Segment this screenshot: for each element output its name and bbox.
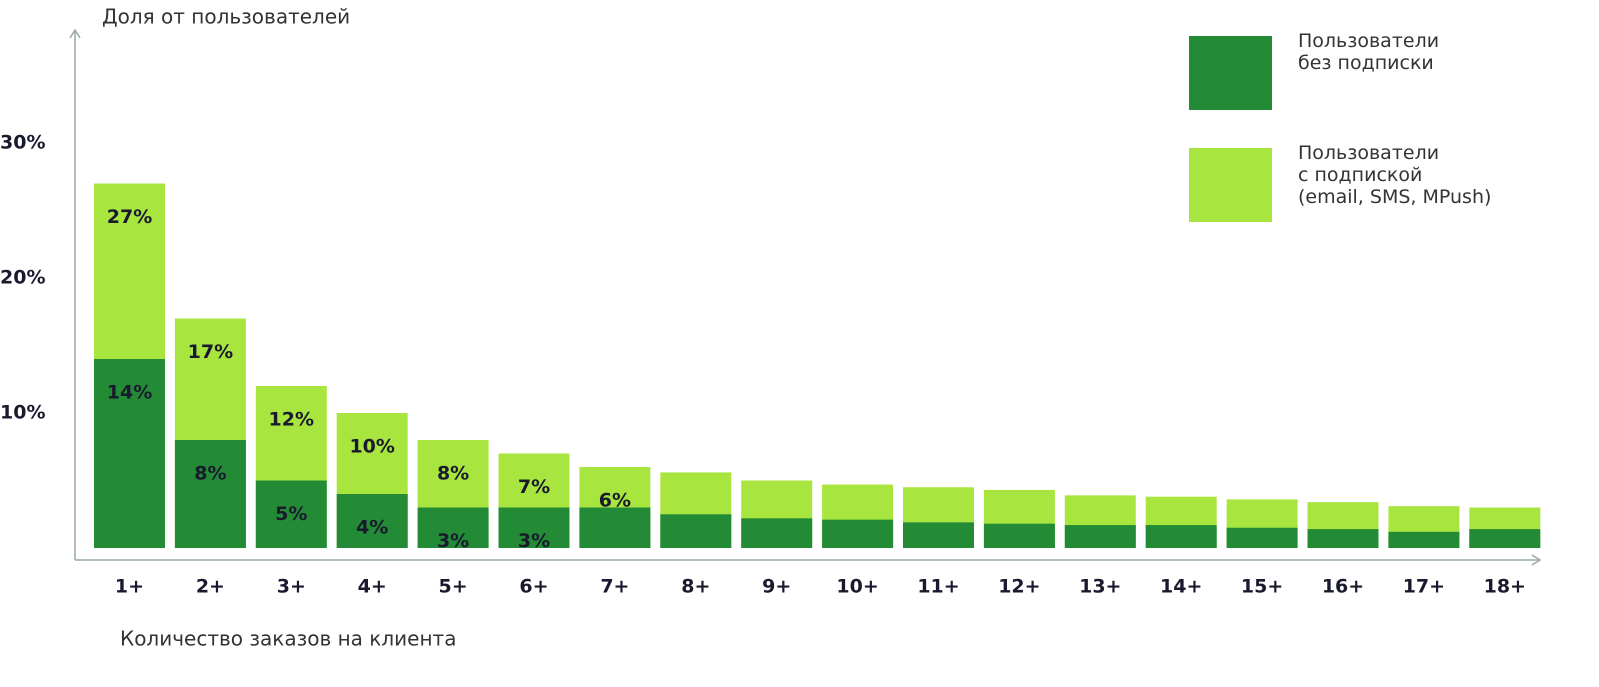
value-label: 12% <box>269 409 314 431</box>
bar-segment <box>174 440 246 548</box>
x-tick-label: 3+ <box>277 576 306 598</box>
bar-segment <box>579 507 651 548</box>
value-label: 3% <box>437 530 469 552</box>
bar-segment <box>417 507 489 548</box>
bar-segment <box>498 507 570 548</box>
value-label: 6% <box>599 490 631 512</box>
value-label: 14% <box>107 382 152 404</box>
x-tick-label: 6+ <box>519 576 548 598</box>
bar-segment <box>336 494 408 548</box>
value-label: 5% <box>275 503 307 525</box>
x-tick-label: 12+ <box>998 576 1040 598</box>
bar-segment <box>255 480 327 548</box>
x-tick-label: 18+ <box>1484 576 1526 598</box>
value-label: 27% <box>107 206 152 228</box>
x-tick-label: 13+ <box>1079 576 1121 598</box>
bar-segment <box>1145 525 1217 548</box>
x-axis-title: Количество заказов на клиента <box>120 627 456 651</box>
bar-segment <box>1388 531 1460 548</box>
x-tick-label: 17+ <box>1403 576 1445 598</box>
x-tick-label: 16+ <box>1322 576 1364 598</box>
x-tick-label: 10+ <box>836 576 878 598</box>
bar-segment <box>1307 529 1379 548</box>
x-tick-label: 7+ <box>600 576 629 598</box>
x-tick-label: 8+ <box>681 576 710 598</box>
value-label: 10% <box>349 436 394 458</box>
y-arrow <box>69 28 81 39</box>
y-axis-title: Доля от пользователей <box>102 5 350 29</box>
value-label: 7% <box>518 476 550 498</box>
x-tick-label: 2+ <box>196 576 225 598</box>
x-tick-label: 15+ <box>1241 576 1283 598</box>
bar-segment <box>1226 527 1298 548</box>
value-label: 8% <box>437 463 469 485</box>
bar-segment <box>741 518 813 548</box>
value-label: 3% <box>518 530 550 552</box>
x-tick-label: 4+ <box>358 576 387 598</box>
y-tick-label: 20% <box>0 267 45 289</box>
x-tick-label: 1+ <box>115 576 144 598</box>
x-tick-label: 9+ <box>762 576 791 598</box>
value-label: 17% <box>188 341 233 363</box>
x-tick-label: 14+ <box>1160 576 1202 598</box>
bar-segment <box>1064 525 1136 548</box>
bar-segment <box>983 523 1055 548</box>
bar-segment <box>903 522 974 548</box>
x-tick-label: 11+ <box>917 576 959 598</box>
legend-swatch <box>1189 36 1272 110</box>
bar-segment <box>94 359 165 548</box>
y-tick-label: 30% <box>0 132 45 154</box>
legend-label: Пользователи с подпиской (email, SMS, MP… <box>1298 142 1492 208</box>
bar-segment <box>822 519 894 548</box>
y-tick-label: 10% <box>0 402 45 424</box>
x-tick-label: 5+ <box>439 576 468 598</box>
legend-swatch <box>1189 148 1272 222</box>
value-label: 8% <box>194 463 226 485</box>
bar-segment <box>660 514 732 548</box>
x-arrow <box>1531 554 1542 566</box>
value-label: 4% <box>356 517 388 539</box>
bar-segment <box>1469 529 1541 548</box>
legend-label: Пользователи без подписки <box>1298 30 1440 74</box>
